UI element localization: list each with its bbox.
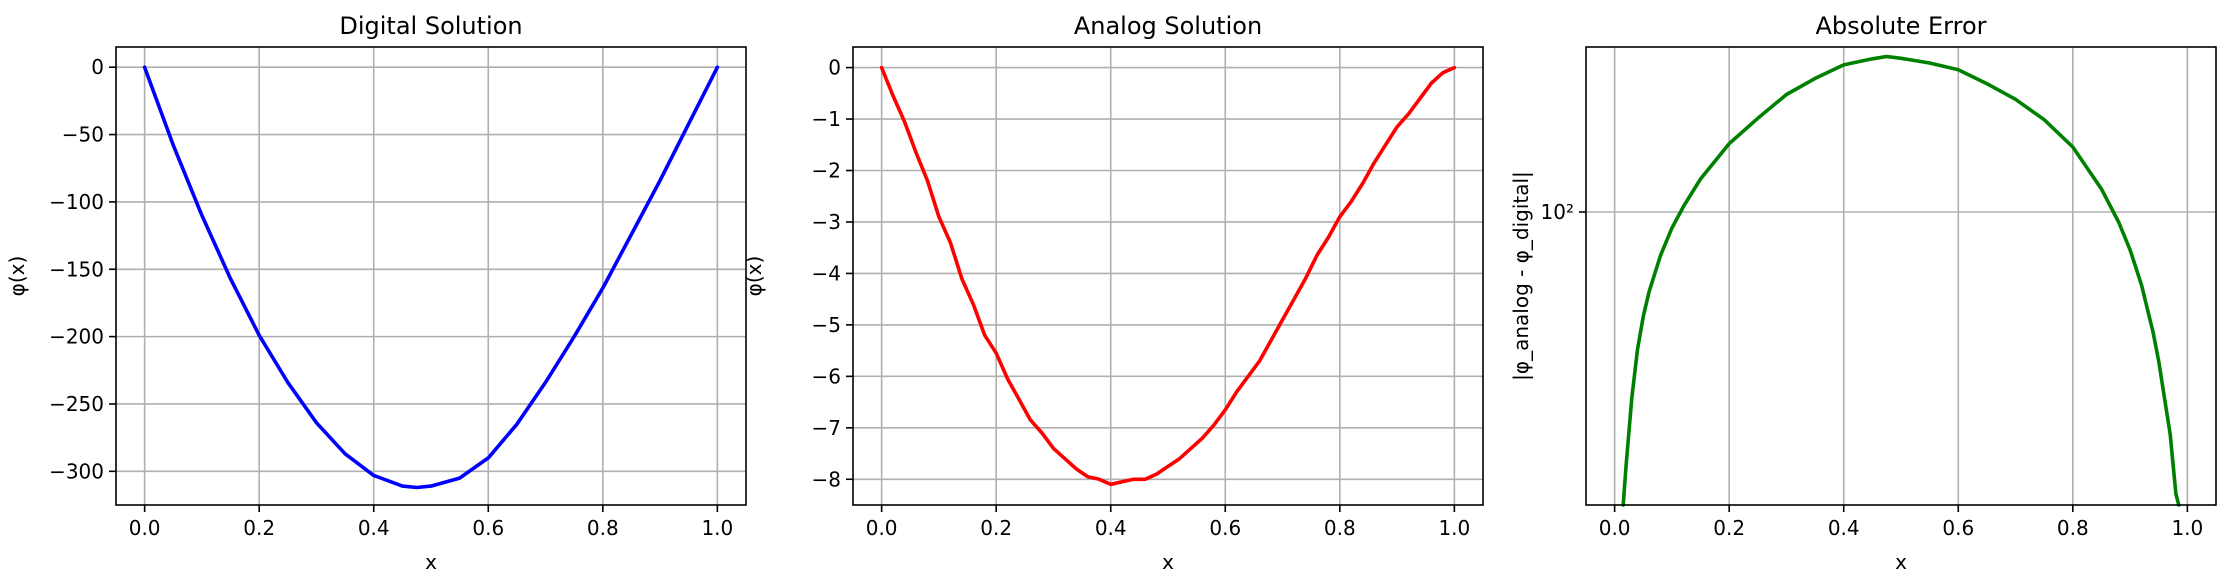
x-axis-label: x bbox=[1895, 550, 1907, 574]
axes-frame bbox=[1585, 46, 2217, 506]
x-tick-label: 0.0 bbox=[1599, 516, 1631, 540]
y-tick-label: 0 bbox=[91, 55, 104, 79]
y-tick-label: −8 bbox=[812, 467, 841, 491]
y-tick-label: −6 bbox=[812, 364, 841, 388]
x-tick-label: 0.6 bbox=[1209, 516, 1241, 540]
series-line bbox=[1621, 54, 2181, 507]
y-tick-label: −100 bbox=[49, 190, 104, 214]
x-tick-label: 0.0 bbox=[866, 516, 898, 540]
x-axis-label: x bbox=[425, 550, 437, 574]
x-tick-label: 1.0 bbox=[2171, 516, 2203, 540]
chart-title: Digital Solution bbox=[339, 12, 522, 40]
y-tick-label: −5 bbox=[812, 313, 841, 337]
y-tick-label: −200 bbox=[49, 325, 104, 349]
y-tick-label: 10² bbox=[1541, 200, 1574, 224]
y-axis-label: φ(x) bbox=[742, 256, 766, 297]
x-tick-label: 0.4 bbox=[1828, 516, 1860, 540]
y-tick-label: −250 bbox=[49, 392, 104, 416]
y-tick-label: −300 bbox=[49, 459, 104, 483]
y-tick-label: 0 bbox=[828, 56, 841, 80]
y-tick-label: −4 bbox=[812, 261, 841, 285]
x-axis-label: x bbox=[1162, 550, 1174, 574]
x-tick-label: 0.6 bbox=[472, 516, 504, 540]
x-tick-label: 0.8 bbox=[2057, 516, 2089, 540]
x-tick-label: 0.8 bbox=[1324, 516, 1356, 540]
y-tick-label: −7 bbox=[812, 416, 841, 440]
axes-frame bbox=[852, 46, 1484, 506]
absolute-error-panel: 0.0 0.2 0.4 0.6 0.8 1.0 10² Absolute Error x |φ_a… bbox=[1509, 12, 2217, 574]
x-tick-label: 0.2 bbox=[1713, 516, 1745, 540]
y-tick-label: −3 bbox=[812, 210, 841, 234]
y-tick-label: −150 bbox=[49, 257, 104, 281]
x-tick-label: 0.8 bbox=[587, 516, 619, 540]
x-tick-label: 1.0 bbox=[701, 516, 733, 540]
y-tick-label: −1 bbox=[812, 107, 841, 131]
analog-solution-panel: 0.0 0.2 0.4 0.6 0.8 1.0 0 −1 −2 −3 −4 −5 −6 −7 −8 Analo… bbox=[742, 12, 1484, 574]
x-tick-label: 0.2 bbox=[243, 516, 275, 540]
x-tick-label: 0.2 bbox=[980, 516, 1012, 540]
y-axis-label: φ(x) bbox=[5, 256, 29, 297]
series-line bbox=[879, 65, 1457, 487]
x-tick-label: 0.0 bbox=[129, 516, 161, 540]
x-tick-label: 0.4 bbox=[358, 516, 390, 540]
x-tick-label: 0.4 bbox=[1095, 516, 1127, 540]
y-axis-label: |φ_analog - φ_digital| bbox=[1509, 171, 1533, 381]
axes-frame bbox=[115, 46, 747, 506]
series-line bbox=[142, 65, 720, 490]
chart-title: Absolute Error bbox=[1815, 12, 1986, 40]
x-tick-label: 0.6 bbox=[1942, 516, 1974, 540]
digital-solution-panel: 0.0 0.2 0.4 0.6 0.8 1.0 0 −50 −100 −150 −200 −250 −3… bbox=[5, 12, 747, 574]
y-tick-label: −2 bbox=[812, 159, 841, 183]
x-tick-label: 1.0 bbox=[1438, 516, 1470, 540]
y-tick-label: −50 bbox=[62, 123, 104, 147]
chart-title: Analog Solution bbox=[1074, 12, 1262, 40]
